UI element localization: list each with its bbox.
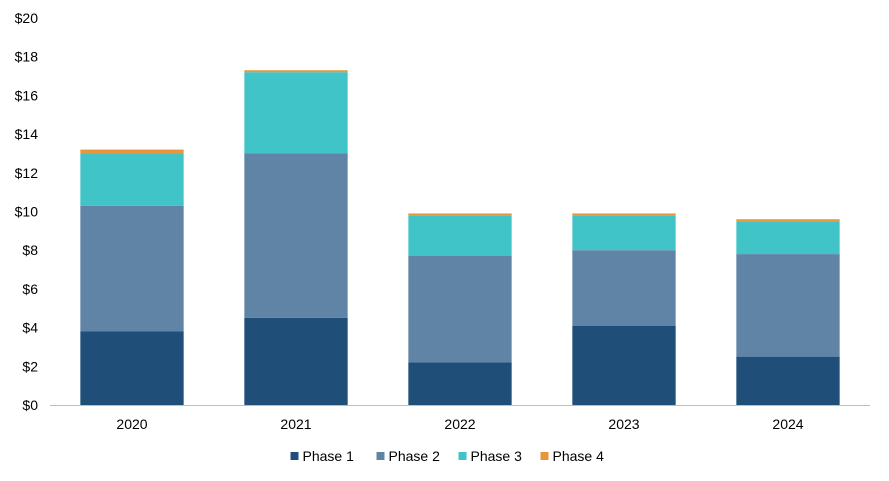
bar-segment-phase-3 <box>572 215 676 251</box>
y-tick-label: $16 <box>15 87 39 103</box>
legend-item-phase-3: Phase 3 <box>458 448 523 464</box>
x-tick-label: 2022 <box>444 416 475 432</box>
y-tick-label: $6 <box>22 281 38 297</box>
bar-segment-phase-3 <box>736 221 840 255</box>
legend-label: Phase 1 <box>303 448 355 464</box>
y-tick-label: $20 <box>15 10 39 26</box>
y-axis: $0 $2 $4 $6 $8 $10 $12 $14 $16 $18 $20 <box>15 10 39 413</box>
legend-label: Phase 2 <box>389 448 441 464</box>
legend-item-phase-4: Phase 4 <box>540 448 605 464</box>
y-tick-label: $4 <box>22 320 38 336</box>
bar-stack-2021 <box>244 70 348 405</box>
legend-item-phase-1: Phase 1 <box>290 448 355 464</box>
bar-segment-phase-2 <box>736 254 840 357</box>
bar-segment-phase-2 <box>408 256 512 363</box>
legend-swatch <box>290 452 299 460</box>
y-tick-label: $12 <box>15 165 39 181</box>
legend-label: Phase 4 <box>553 448 605 464</box>
bars <box>80 70 840 405</box>
bar-segment-phase-4 <box>244 70 348 73</box>
bar-segment-phase-2 <box>80 205 184 332</box>
bar-stack-2022 <box>408 213 512 405</box>
bar-segment-phase-4 <box>408 213 512 216</box>
y-tick-label: $18 <box>15 49 39 65</box>
bar-stack-2020 <box>80 149 184 405</box>
legend: Phase 1 Phase 2 Phase 3 Phase 4 <box>290 448 605 464</box>
x-tick-label: 2021 <box>280 416 311 432</box>
bar-segment-phase-1 <box>736 356 840 405</box>
y-tick-label: $2 <box>22 358 38 374</box>
bar-segment-phase-4 <box>736 219 840 222</box>
legend-label: Phase 3 <box>471 448 523 464</box>
bar-segment-phase-1 <box>408 362 512 405</box>
y-tick-label: $10 <box>15 204 39 220</box>
y-tick-label: $0 <box>22 397 38 413</box>
legend-swatch <box>540 452 549 460</box>
bar-segment-phase-3 <box>408 215 512 257</box>
bar-segment-phase-4 <box>572 213 676 216</box>
bar-segment-phase-3 <box>80 153 184 206</box>
bar-segment-phase-2 <box>244 153 348 318</box>
x-axis: 2020 2021 2022 2023 2024 <box>116 416 803 432</box>
y-tick-label: $14 <box>15 126 39 142</box>
bar-stack-2024 <box>736 219 840 405</box>
bar-segment-phase-2 <box>572 250 676 326</box>
bar-segment-phase-3 <box>244 72 348 154</box>
y-tick-label: $8 <box>22 242 38 258</box>
x-tick-label: 2020 <box>116 416 147 432</box>
legend-swatch <box>376 452 385 460</box>
legend-swatch <box>458 452 467 460</box>
bar-segment-phase-1 <box>572 325 676 405</box>
bar-stack-2023 <box>572 213 676 405</box>
bar-segment-phase-1 <box>80 331 184 405</box>
x-tick-label: 2024 <box>772 416 803 432</box>
bar-segment-phase-4 <box>80 149 184 154</box>
legend-item-phase-2: Phase 2 <box>376 448 441 464</box>
bar-segment-phase-1 <box>244 317 348 405</box>
x-tick-label: 2023 <box>608 416 639 432</box>
